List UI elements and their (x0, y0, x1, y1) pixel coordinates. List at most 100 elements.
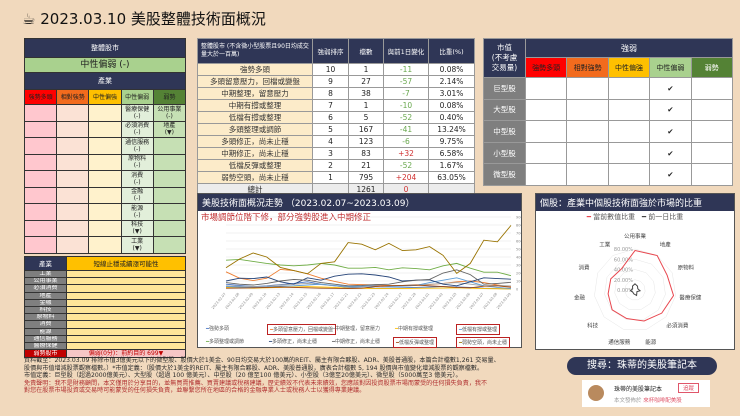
industry-cell (56, 153, 90, 171)
row-label: 中期有撐或整理 (197, 99, 313, 112)
row-rank: 2 (312, 159, 349, 172)
industry-cell: 原物料 (-) (120, 153, 154, 171)
strength-col-header: 相對強勢 (566, 57, 609, 78)
row-count: 123 (348, 135, 384, 148)
radar-chart-panel: 個股：產業中個股技術面強於市場的比重 ━ 當前數值比重 ━ 前一日比重 0.00… (535, 193, 735, 350)
row-rank: 5 (312, 123, 349, 136)
industry-cell (56, 120, 90, 138)
rebound-table: 產業 短線止穩或續漲可能性 工業 公用事業 必須消費 地產 金融 科技 原物料 消費 能源 通信服務… (24, 256, 186, 359)
legend-item: ━多頭整理或調節 (206, 339, 245, 345)
industry-cell (56, 236, 90, 254)
strength-col-header: 強勢多頭 (524, 57, 568, 78)
industry-cell (88, 170, 122, 188)
check-cell (607, 98, 651, 122)
row-change: -11 (383, 63, 429, 76)
industry-cell: 消費 (-) (120, 170, 154, 188)
row-count: 27 (348, 75, 384, 88)
check-cell (690, 77, 734, 100)
rebound-industry: 通信服務 (24, 334, 67, 343)
row-label: 多頭整理或調節 (197, 123, 313, 136)
industry-cell: 科技 (▼) (120, 219, 154, 237)
table-row: 多頭修正，尚未止穩 4 123 -6 9.75% (197, 135, 475, 148)
legend-item: ━多頭修正，尚未止穩 (269, 339, 318, 345)
legend-label: 中期整理，留意壓力 (335, 326, 381, 332)
marketcap-row: 大型股 ✔ (483, 98, 734, 122)
series-line (225, 269, 512, 287)
legend-label: 弱勢空頭，尚未止穩 (462, 340, 508, 346)
industry-cell (152, 153, 187, 171)
marketcap-label: 巨型股 (483, 77, 526, 100)
row-change: -6 (383, 135, 429, 148)
legend-previous: 前一日比重 (648, 213, 684, 221)
footnote-line: 資料截至：2023.03.09 排除市值3億美元以下的微型股、股價大於1美金、9… (24, 357, 500, 364)
legend-item: ━中期有撐或整理 (395, 326, 434, 332)
industry-col-header: 強勢多頭 (23, 89, 58, 105)
industry-cell (88, 153, 122, 171)
row-label: 低檔有撐或整理 (197, 111, 313, 124)
author-card[interactable]: 珠蒂的美股筆記本 追蹤 本文發佈於 來杯咖啡配美股 (582, 380, 710, 407)
trend-chart-subtitle: 市場調節位階下修，部分強勢股進入中期修正 (201, 213, 372, 223)
row-weight: 3.01% (428, 87, 475, 100)
row-label: 中期整理，留意壓力 (197, 87, 313, 100)
industry-col-header: 中性偏弱 (120, 89, 154, 105)
author-name: 珠蒂的美股筆記本 (614, 386, 663, 393)
marketcap-row: 巨型股 ✔ (483, 77, 734, 100)
y-tick-label: 600 (516, 240, 521, 244)
industry-cell: 金融 (-) (120, 186, 154, 204)
radar-axis-label: 公用事業 (624, 232, 647, 240)
y-tick-label: 0 (516, 288, 518, 292)
check-mark-icon: ✔ (649, 141, 692, 165)
rebound-value (66, 269, 186, 279)
marketcap-label: 中型股 (483, 120, 526, 143)
follow-button[interactable]: 追蹤 (678, 383, 700, 393)
legend-label: 多頭整理或調節 (209, 339, 245, 345)
industry-cell: 能源 (-) (120, 203, 154, 221)
industry-cell (56, 203, 90, 221)
published-link[interactable]: 來杯咖啡配美股 (643, 398, 682, 404)
row-label: 多頭修正，尚未止穩 (197, 135, 313, 148)
industry-cell (23, 219, 58, 237)
radar-grid (594, 248, 676, 330)
total-cell (312, 183, 349, 196)
radar-tick-label: 40.00% (614, 268, 633, 274)
summary-table: 整體股市 (不含微小型股票且90日均成交量大於一百萬) 強弱排序 檔數 與前1日… (197, 38, 475, 196)
marketcap-row: 微型股 ✔ (483, 163, 734, 186)
table-row: 多頭整理或調節 5 167 -41 13.24% (197, 123, 475, 136)
total-cell (428, 183, 475, 196)
y-tick-label: 300 (516, 264, 521, 268)
row-label: 低檔反彈或整理 (197, 159, 313, 172)
published-prefix: 本文發佈於 (614, 398, 642, 404)
row-change: -52 (383, 159, 429, 172)
check-cell (690, 98, 734, 122)
radar-tick-label: 80.00% (614, 247, 633, 253)
industry-cell (23, 153, 58, 171)
strength-col-header: 中性偏弱 (649, 57, 692, 78)
industry-cell (56, 219, 90, 237)
header-change: 與前1日變化 (383, 38, 429, 64)
radar-axis-label: 科技 (587, 321, 599, 329)
industry-cell (23, 120, 58, 138)
header-rank: 強弱排序 (312, 38, 349, 64)
check-cell (566, 98, 609, 122)
industry-cell (152, 186, 187, 204)
row-change: -10 (383, 99, 429, 112)
industry-cell (152, 219, 187, 237)
table-row: 低檔有撐或整理 6 5 -52 0.40% (197, 111, 475, 124)
marketcap-row: 中型股 ✔ (483, 120, 734, 143)
rebound-header-possibility: 短線止穩或續漲可能性 (66, 256, 186, 271)
header-overall: 整體股市 (不含微小型股票且90日均成交量大於一百萬) (197, 38, 313, 64)
radar-chart: 0.00% 20.00% 40.00% 60.00% 80.00% 公用事業地產原物料醫療… (574, 232, 702, 346)
footnote-line: 股價與市值增減股票觀察檔數。）*市值定義：（股價大於1美金的REIT、屬主有限合… (24, 364, 484, 372)
row-rank: 1 (312, 171, 349, 184)
industry-cell (56, 186, 90, 204)
strength-col-header: 弱勢 (690, 57, 734, 78)
y-tick-label: 100 (516, 280, 521, 284)
industry-cell: 通信服務 (-) (120, 137, 154, 155)
row-change: -41 (383, 123, 429, 136)
marketcap-row: 小型股 ✔ (483, 141, 734, 165)
row-rank: 8 (312, 87, 349, 100)
check-cell (566, 120, 609, 143)
y-tick-label: 700 (516, 232, 521, 236)
row-label: 強勢多頭 (197, 63, 313, 76)
rebound-value (66, 327, 186, 336)
